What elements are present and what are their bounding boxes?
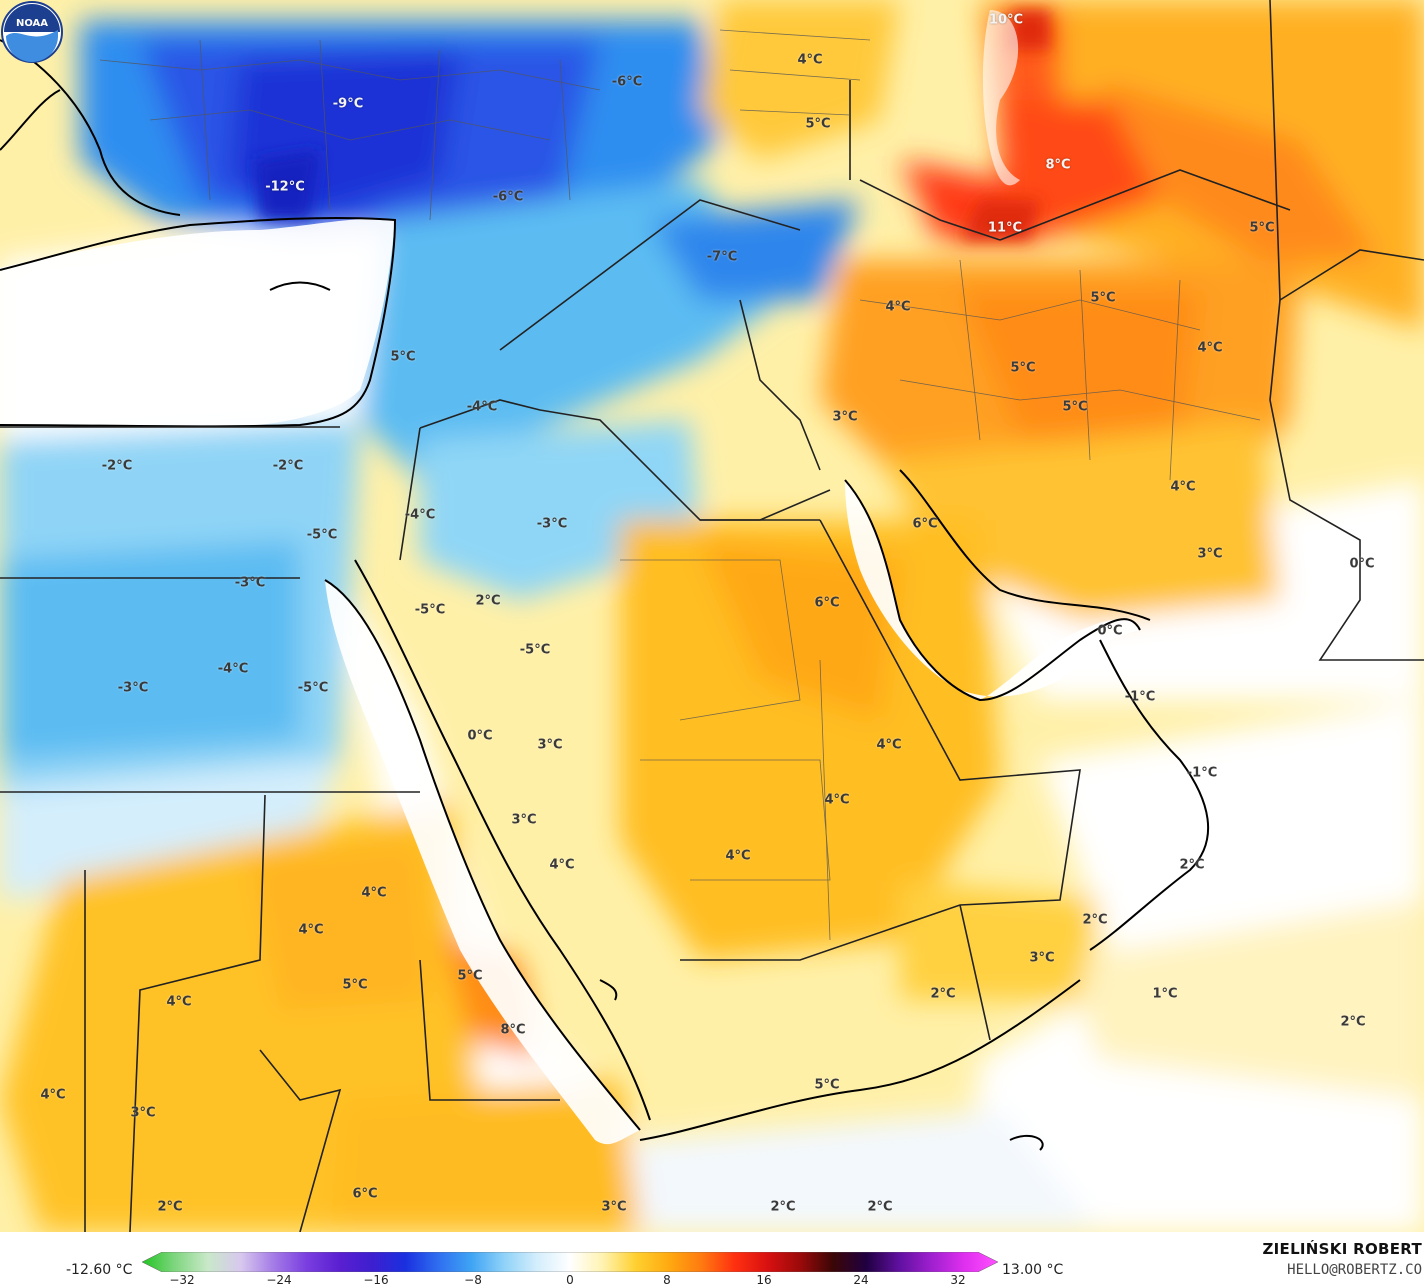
temp-label: 4°C — [298, 922, 324, 938]
temp-label: -2°C — [101, 458, 133, 474]
temp-label: -4°C — [466, 399, 498, 415]
temp-label: -3°C — [234, 575, 266, 591]
temp-label: -4°C — [404, 507, 436, 523]
color-bar-tick-label: 0 — [566, 1273, 574, 1287]
temp-label: 2°C — [1340, 1014, 1366, 1030]
temp-label: 4°C — [1197, 340, 1223, 356]
scale-min-label: -12.60 °C — [66, 1262, 133, 1278]
temp-label: -4°C — [217, 661, 249, 677]
temp-label: 2°C — [867, 1199, 893, 1215]
color-bar-tick-label: −24 — [266, 1273, 292, 1287]
map-canvas — [0, 0, 1424, 1232]
color-bar-tick-label: 24 — [853, 1273, 869, 1287]
temp-label: 5°C — [457, 968, 483, 984]
temp-label: 4°C — [725, 848, 751, 864]
temp-label: -12°C — [265, 179, 305, 195]
temp-label: 2°C — [1082, 912, 1108, 928]
temp-label: 2°C — [475, 593, 501, 609]
temp-label: 3°C — [1197, 546, 1223, 562]
temp-label: 1°C — [1152, 986, 1178, 1002]
temp-label: 3°C — [511, 812, 537, 828]
temp-label: 5°C — [1249, 220, 1275, 236]
temp-label: 3°C — [1029, 950, 1055, 966]
temp-label: -2°C — [272, 458, 304, 474]
color-bar-tick-label: −16 — [363, 1273, 389, 1287]
scale-max-label: 13.00 °C — [1002, 1262, 1064, 1278]
temp-label: 0°C — [1349, 556, 1375, 572]
temp-label: -3°C — [117, 680, 149, 696]
color-bar-tick-label: 16 — [756, 1273, 772, 1287]
temp-label: 11°C — [987, 220, 1023, 236]
temp-label: 6°C — [912, 516, 938, 532]
color-bar-tick-label: −8 — [464, 1273, 482, 1287]
color-bar-fill — [142, 1252, 998, 1272]
temp-label: 4°C — [1170, 479, 1196, 495]
temp-label: 3°C — [601, 1199, 627, 1215]
noaa-logo-icon: NOAA — [1, 1, 63, 63]
temp-label: 5°C — [1010, 360, 1036, 376]
author-name: ZIELIŃSKI ROBERT — [1262, 1240, 1422, 1258]
temp-label: -5°C — [414, 602, 446, 618]
temp-label: 4°C — [797, 52, 823, 68]
color-bar — [142, 1252, 998, 1272]
color-bar-tick-label: 8 — [663, 1273, 671, 1287]
temp-label: -6°C — [492, 189, 524, 205]
temp-label: 8°C — [500, 1022, 526, 1038]
temp-label: 5°C — [1062, 399, 1088, 415]
temp-label: 4°C — [824, 792, 850, 808]
temp-label: -6°C — [611, 74, 643, 90]
temp-label: -5°C — [297, 680, 329, 696]
temp-label: 2°C — [770, 1199, 796, 1215]
temp-label: -5°C — [306, 527, 338, 543]
temp-label: -1°C — [1186, 765, 1218, 781]
temp-label: 3°C — [130, 1105, 156, 1121]
temp-label: 4°C — [40, 1087, 66, 1103]
temp-label: -5°C — [519, 642, 551, 658]
temp-label: 2°C — [930, 986, 956, 1002]
temp-label: 6°C — [352, 1186, 378, 1202]
temp-label: -9°C — [332, 96, 364, 112]
temp-label: 0°C — [1097, 623, 1123, 639]
temp-label: 6°C — [814, 595, 840, 611]
temp-label: 10°C — [988, 12, 1024, 28]
temp-label: 2°C — [157, 1199, 183, 1215]
temperature-anomaly-map: 10°C -6°C -9°C -12°C 4°C 5°C 8°C -6°C -7… — [0, 0, 1424, 1232]
temp-label: 4°C — [361, 885, 387, 901]
color-bar-tick-label: −32 — [169, 1273, 195, 1287]
temp-label: 5°C — [805, 116, 831, 132]
temp-label: 5°C — [1090, 290, 1116, 306]
temp-label: 3°C — [537, 737, 563, 753]
temp-label: 4°C — [549, 857, 575, 873]
temp-label: 8°C — [1045, 157, 1071, 173]
author-email: HELLO@ROBERTZ.CO — [1287, 1262, 1422, 1278]
temp-label: 4°C — [876, 737, 902, 753]
noaa-logo-text: NOAA — [16, 18, 48, 29]
temp-label: 5°C — [342, 977, 368, 993]
color-bar-tick-label: 32 — [950, 1273, 966, 1287]
temp-label: 4°C — [885, 299, 911, 315]
temp-label: -1°C — [1124, 689, 1156, 705]
temp-label: 4°C — [166, 994, 192, 1010]
color-scale-legend: -12.60 °C 13.00 °C −32 −24 −16 −8 0 8 16 24 32 Z… — [0, 1232, 1424, 1287]
temp-label: -7°C — [706, 249, 738, 265]
temp-label: -3°C — [536, 516, 568, 532]
temp-label: 3°C — [832, 409, 858, 425]
temp-label: 5°C — [814, 1077, 840, 1093]
temp-label: 5°C — [390, 349, 416, 365]
temp-label: 0°C — [467, 728, 493, 744]
temp-label: 2°C — [1179, 857, 1205, 873]
